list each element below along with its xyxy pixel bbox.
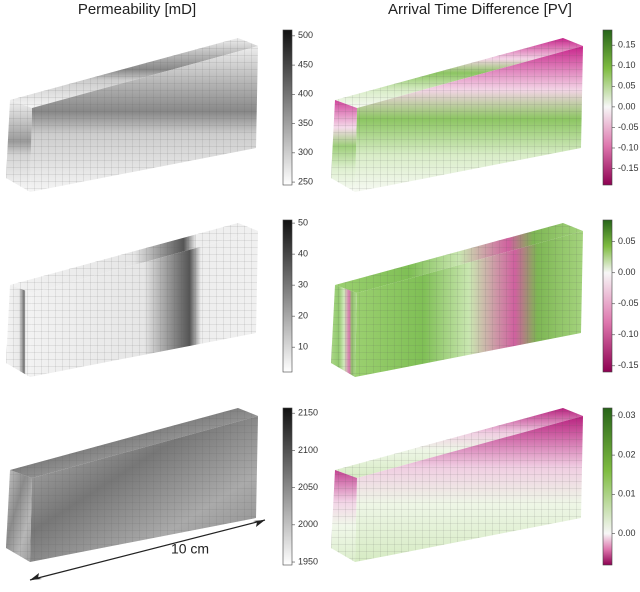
colorbar-tick-label: -0.05 — [618, 122, 639, 132]
core-grid — [6, 285, 32, 377]
core-grid — [30, 46, 258, 192]
colorbar — [282, 219, 293, 373]
colorbar-tick-label: 500 — [298, 30, 313, 40]
core-render — [331, 408, 583, 562]
core-render — [331, 38, 583, 192]
colorbar-tick-label: 30 — [298, 280, 308, 290]
core-grid — [30, 231, 258, 377]
core-grid — [335, 408, 583, 478]
core-grid — [331, 470, 357, 562]
core-grid — [6, 100, 32, 192]
colorbar-tick-label: 40 — [298, 248, 308, 258]
core-render — [6, 38, 258, 192]
colorbar-tick-label: 0.10 — [618, 60, 636, 70]
colorbar-tick-label: 350 — [298, 118, 313, 128]
colorbar-tick-label: 0.00 — [618, 528, 636, 538]
colorbar-tick-label: -0.10 — [618, 329, 639, 339]
colorbar-tick-label: -0.05 — [618, 298, 639, 308]
core-render — [331, 223, 583, 377]
colorbar-tick-label: 2150 — [298, 408, 318, 418]
core-grid — [30, 416, 258, 562]
colorbar-tick-label: 2100 — [298, 445, 318, 455]
core-grid — [6, 470, 32, 562]
core-grid — [10, 38, 258, 108]
colorbar-tick-label: 0.15 — [618, 40, 636, 50]
core-grid — [355, 231, 583, 377]
colorbar-tick-label: 450 — [298, 59, 313, 69]
core-grid — [331, 285, 357, 377]
colorbar-tick-label: 50 — [298, 217, 308, 227]
colorbar-tick-label: 10 — [298, 342, 308, 352]
colorbar — [282, 407, 293, 566]
scale-label: 10 cm — [171, 541, 209, 557]
column-title: Permeability [mD] — [78, 1, 196, 18]
colorbar — [282, 29, 293, 186]
core-render — [6, 408, 258, 562]
renders — [6, 38, 583, 562]
core-grid — [355, 46, 583, 192]
colorbar-tick-label: 0.02 — [618, 449, 636, 459]
core-grid — [10, 408, 258, 478]
colorbar-tick-label: 300 — [298, 147, 313, 157]
core-grid — [335, 38, 583, 108]
core-grid — [10, 223, 258, 293]
colorbar-tick-label: 2050 — [298, 482, 318, 492]
scale-bar: 10 cm — [29, 519, 266, 581]
colorbar-tick-label: 400 — [298, 89, 313, 99]
colorbar-tick-label: 0.00 — [618, 101, 636, 111]
colorbar — [602, 219, 613, 373]
core-grid — [335, 223, 583, 293]
colorbar-tick-label: -0.15 — [618, 163, 639, 173]
colorbar-tick-label: 0.05 — [618, 81, 636, 91]
colorbar-tick-label: -0.10 — [618, 142, 639, 152]
colorbar-tick-label: 250 — [298, 176, 313, 186]
colorbar-tick-label: 2000 — [298, 519, 318, 529]
colorbar-tick-label: 0.01 — [618, 489, 636, 499]
colorbar — [602, 407, 613, 566]
colorbar-tick-label: -0.15 — [618, 360, 639, 370]
core-render — [6, 223, 258, 377]
colorbar-tick-label: 0.05 — [618, 236, 636, 246]
colorbar-tick-label: 1950 — [298, 556, 318, 566]
colorbar-tick-label: 0.03 — [618, 410, 636, 420]
column-title: Arrival Time Difference [PV] — [388, 1, 572, 18]
core-grid — [331, 100, 357, 192]
core-grid — [355, 416, 583, 562]
colorbar — [602, 29, 613, 186]
colorbar-tick-label: 0.00 — [618, 267, 636, 277]
colorbar-tick-label: 20 — [298, 311, 308, 321]
